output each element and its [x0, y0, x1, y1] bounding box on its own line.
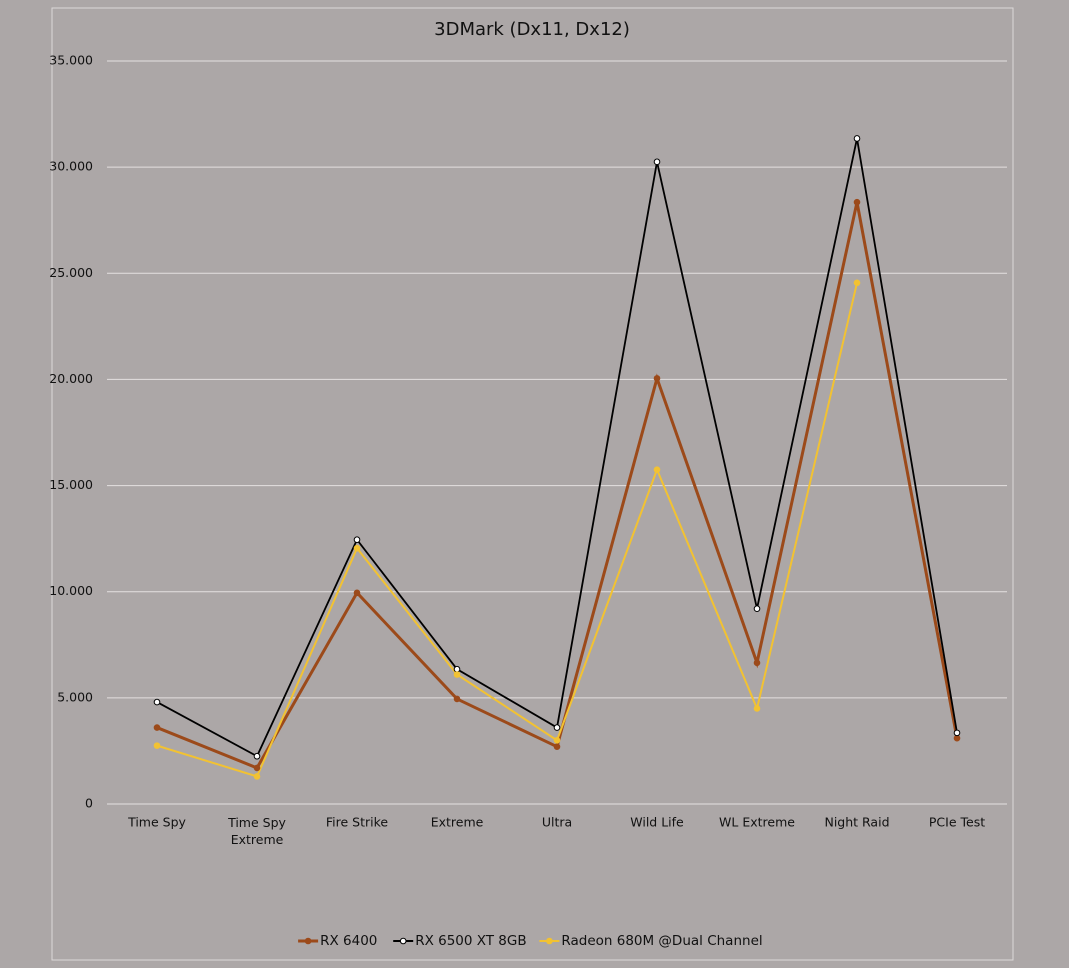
x-tick-label: Fire Strike	[326, 815, 389, 830]
y-tick-label: 25.000	[49, 265, 93, 280]
x-tick-label: WL Extreme	[719, 815, 795, 830]
point	[453, 695, 461, 703]
point	[153, 724, 161, 731]
chart-title: 3DMark (Dx11, Dx12)	[434, 19, 630, 40]
point	[353, 589, 361, 597]
point	[653, 466, 661, 473]
point	[253, 764, 261, 772]
point	[453, 671, 461, 678]
point	[553, 737, 561, 744]
series-line	[156, 282, 858, 778]
point	[153, 698, 161, 706]
y-tick-label: 15.000	[49, 477, 93, 492]
x-tick-label: Extreme	[431, 815, 484, 830]
point	[653, 375, 661, 382]
legend-label: RX 6500 XT 8GB	[415, 933, 526, 949]
x-tick-label: Time Spy Extreme	[227, 815, 286, 847]
x-tick-label: Night Raid	[824, 815, 889, 830]
legend-label: RX 6400	[320, 933, 377, 949]
legend-marker	[546, 937, 553, 945]
point	[753, 605, 761, 612]
point	[853, 279, 861, 287]
y-tick-label: 10.000	[49, 583, 93, 598]
point	[253, 773, 261, 780]
point	[453, 665, 461, 673]
point	[753, 705, 761, 712]
point	[153, 742, 161, 749]
y-tick-label: 5.000	[57, 689, 93, 704]
point	[553, 743, 561, 750]
point	[753, 659, 761, 667]
point	[853, 198, 861, 206]
y-tick-label: 0	[85, 796, 93, 811]
point	[353, 536, 361, 544]
x-tick-label: Wild Life	[630, 815, 684, 830]
point	[653, 158, 661, 166]
y-tick-label: 30.000	[49, 159, 93, 174]
point	[553, 724, 561, 731]
y-tick-label: 20.000	[49, 371, 93, 386]
legend-marker	[399, 937, 407, 945]
x-tick-label: Time Spy	[127, 815, 186, 830]
point	[953, 729, 961, 737]
legend-label: Radeon 680M @Dual Channel	[561, 933, 762, 949]
point	[253, 752, 261, 760]
y-tick-label: 35.000	[49, 53, 93, 68]
legend-marker	[304, 937, 312, 945]
x-tick-label: PCIe Test	[929, 815, 985, 830]
point	[953, 734, 961, 742]
point	[853, 135, 861, 142]
point	[353, 544, 361, 552]
x-tick-label: Ultra	[542, 815, 572, 830]
